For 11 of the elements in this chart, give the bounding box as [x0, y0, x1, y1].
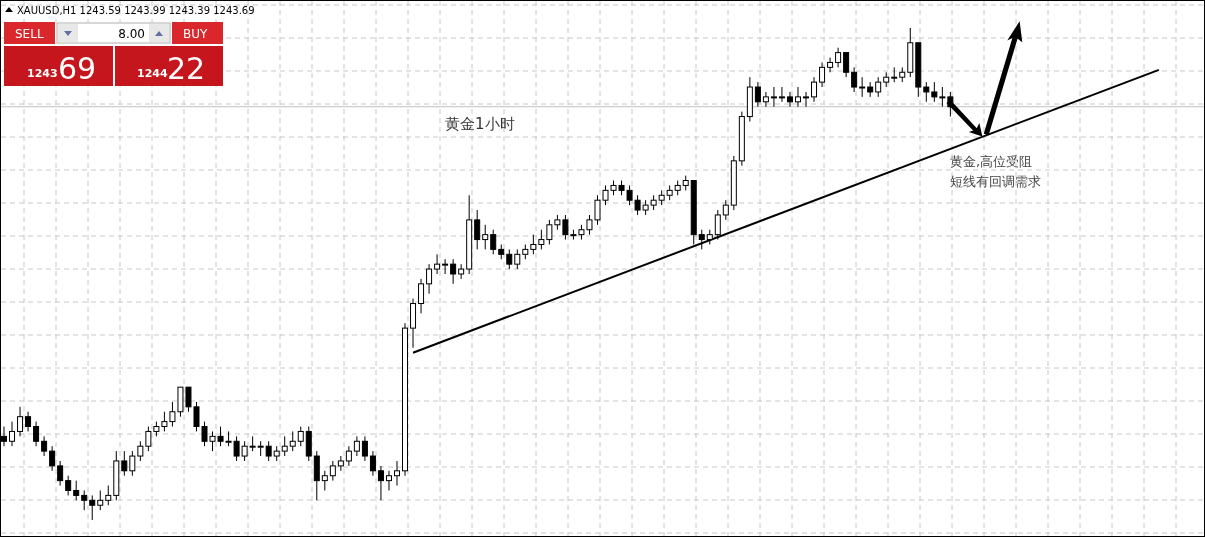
annotation: 黄金1小时	[445, 115, 515, 133]
chart-title: XAUUSD,H1 1243.59 1243.99 1243.39 1243.69	[17, 5, 255, 16]
annotation: 黄金,高位受阻	[950, 154, 1033, 169]
annotation: BUY	[183, 27, 209, 41]
annotation: 1243	[27, 67, 58, 80]
annotation: 69	[58, 51, 97, 86]
annotation: 1244	[137, 67, 168, 80]
annotation: 8.00	[118, 27, 145, 41]
annotation: SELL	[15, 27, 44, 41]
annotation: 短线有回调需求	[950, 174, 1041, 189]
annotation: 22	[167, 51, 206, 86]
